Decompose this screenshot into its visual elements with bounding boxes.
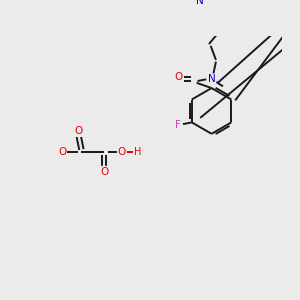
Text: O: O [75, 126, 83, 136]
Text: O: O [118, 147, 126, 157]
Text: F: F [175, 120, 181, 130]
Text: N: N [196, 0, 204, 6]
Text: O: O [100, 167, 108, 177]
Text: O: O [58, 147, 66, 157]
Text: H: H [134, 147, 141, 157]
Text: N: N [208, 74, 215, 84]
Text: O: O [174, 72, 182, 82]
